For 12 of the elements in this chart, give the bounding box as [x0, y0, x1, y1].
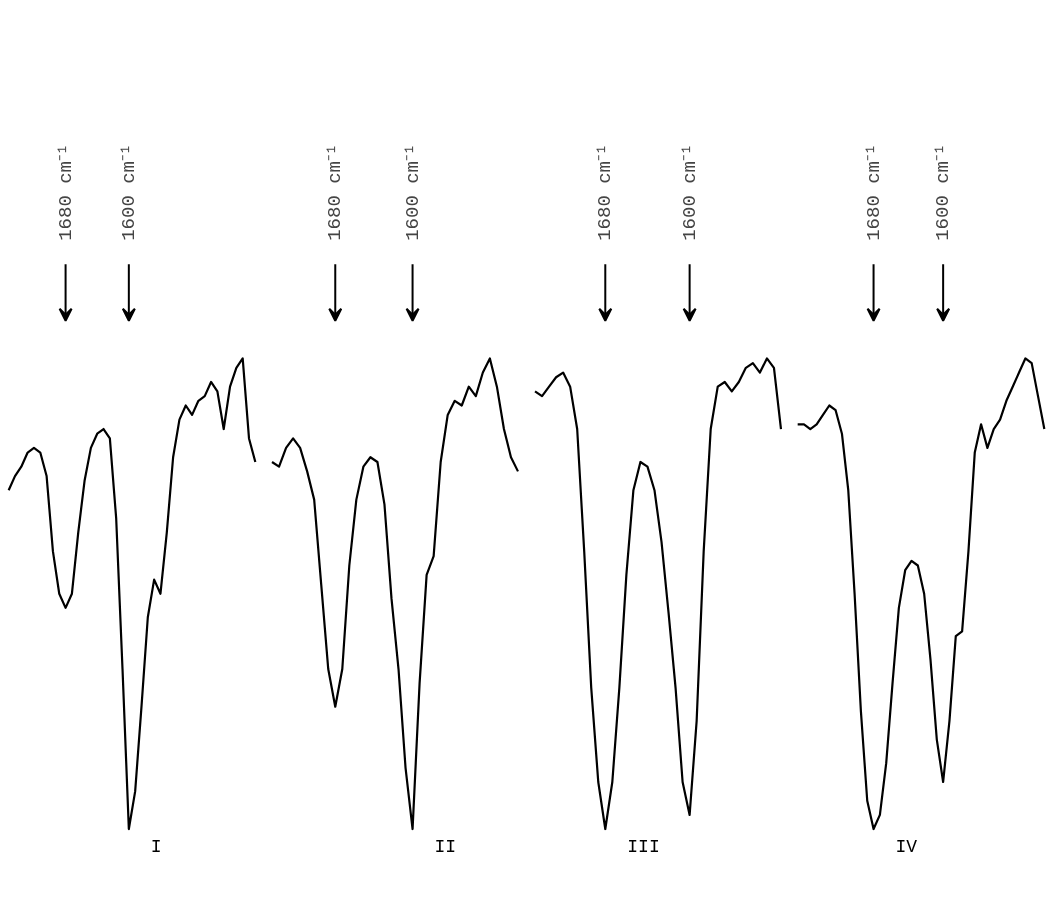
text: 1600 cm⁻¹ — [932, 143, 955, 241]
series-label: III — [627, 837, 660, 858]
text: 1680 cm⁻¹ — [594, 143, 617, 241]
series-label: II — [434, 837, 457, 858]
text: 1600 cm⁻¹ — [117, 143, 140, 241]
text: 1680 cm⁻¹ — [862, 143, 885, 241]
series-label: IV — [895, 837, 918, 858]
text: 1680 cm⁻¹ — [324, 143, 347, 241]
text: 1680 cm⁻¹ — [54, 143, 77, 241]
text: 1600 cm⁻¹ — [401, 143, 424, 241]
text: 1600 cm⁻¹ — [678, 143, 701, 241]
series-label: I — [150, 837, 162, 858]
